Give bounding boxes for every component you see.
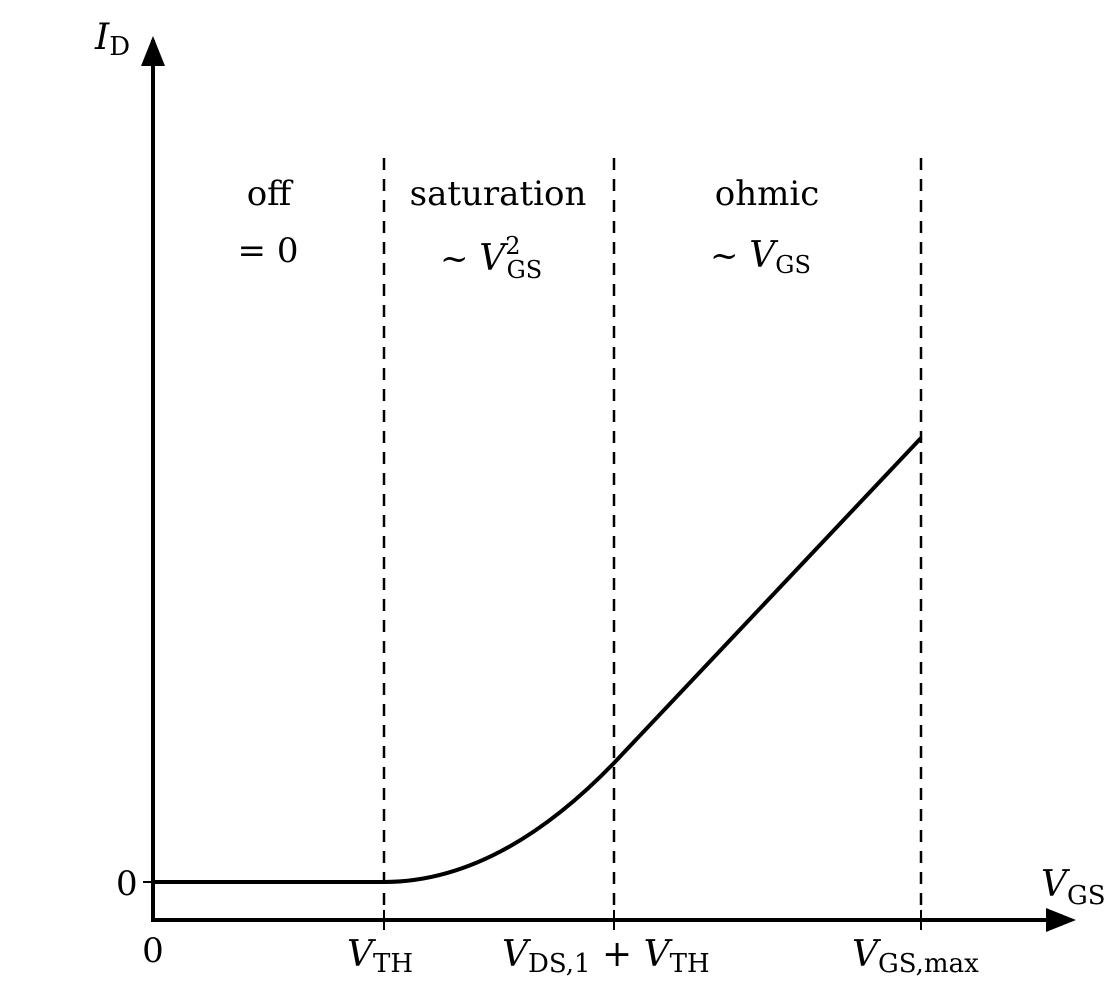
id-curve — [153, 436, 923, 884]
x-tick-label-vth: VTH — [347, 934, 413, 979]
x-tick-label-vds1-plus-vth: VDS,1 + VTH — [502, 934, 710, 979]
region-ohmic-name: ohmic — [715, 174, 820, 214]
x-axis-arrowhead — [1046, 908, 1076, 932]
region-ohmic-formula: ~ VGS — [710, 235, 811, 279]
region-off-formula: = 0 — [238, 231, 299, 271]
y-zero-label: 0 — [116, 864, 138, 904]
y-axis-label: ID — [94, 17, 130, 62]
region-saturation-name: saturation — [410, 174, 587, 214]
x-tick-label-vgsmax: VGS,max — [852, 934, 979, 979]
x-axis-label: VGS — [1041, 864, 1106, 911]
x-tick-label-zero: 0 — [142, 931, 164, 971]
y-axis-arrowhead — [141, 36, 165, 66]
region-off-name: off — [247, 174, 294, 214]
region-saturation-formula: ~ V2 GS — [440, 232, 542, 284]
